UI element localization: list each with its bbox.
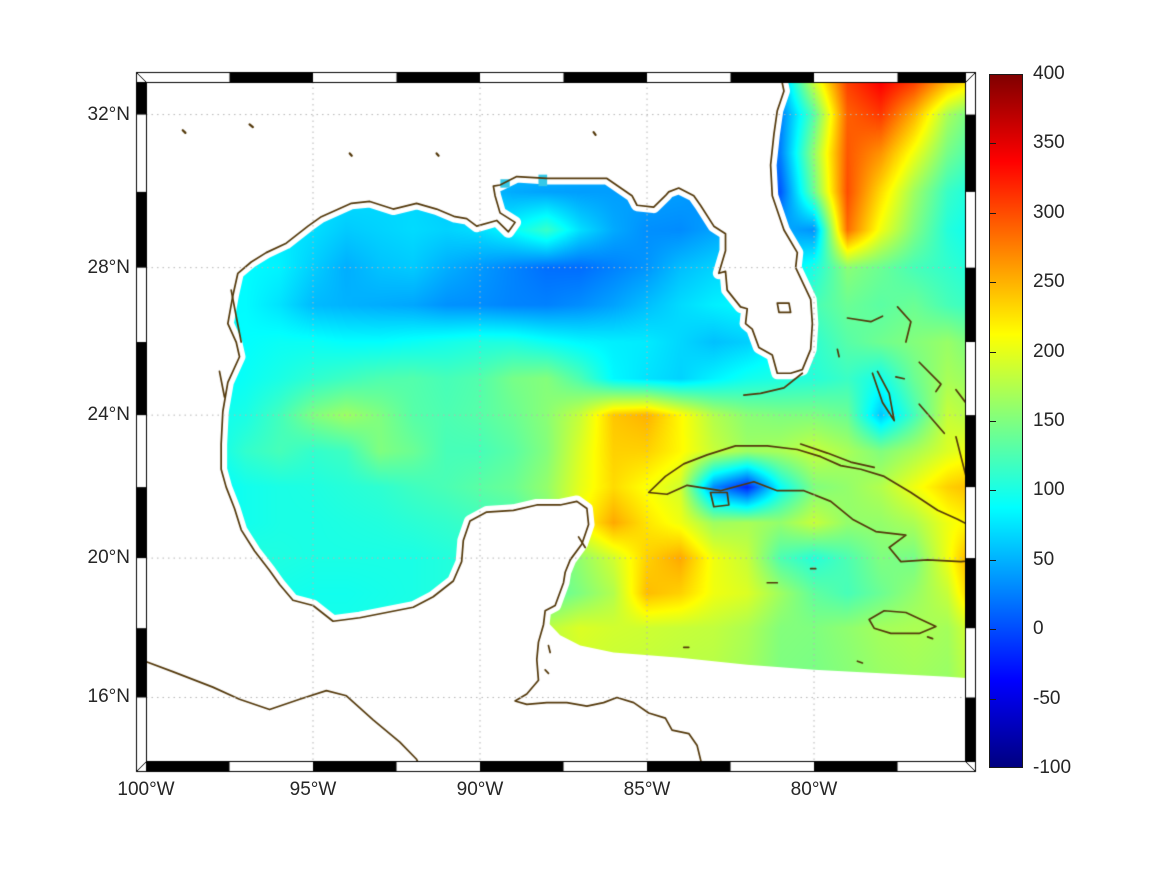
colorbar-tick-label: -50: [1033, 687, 1061, 709]
colorbar-tick-mark: [989, 143, 996, 145]
colorbar-tick-mark: [989, 490, 996, 492]
colorbar-tick-label: 350: [1033, 132, 1065, 154]
x-tick-label: 80°W: [790, 779, 838, 800]
colorbar-tick-mark: [989, 212, 996, 214]
y-tick-label: 16°N: [87, 686, 130, 708]
x-tick-label: 100°W: [117, 779, 175, 800]
y-tick-label: 28°N: [87, 256, 130, 278]
colorbar-tick-mark: [989, 629, 996, 631]
colorbar-tick-label: 50: [1033, 548, 1055, 570]
colorbar-tick-label: 150: [1033, 410, 1065, 431]
colorbar-tick-label: 0: [1033, 618, 1044, 640]
x-tick-label: 95°W: [289, 779, 337, 800]
colorbar-tick-label: 100: [1033, 479, 1065, 501]
colorbar-tick-label: 300: [1033, 201, 1065, 223]
colorbar-tick-label: 200: [1033, 340, 1065, 362]
y-tick-label: 32°N: [87, 103, 130, 125]
x-tick-label: 85°W: [623, 779, 671, 800]
colorbar-tick-mark: [989, 698, 996, 700]
colorbar-tick-mark: [989, 421, 996, 422]
colorbar-tick-label: 400: [1033, 63, 1065, 84]
colorbar-tick-mark: [989, 351, 996, 353]
x-tick-label: 90°W: [456, 779, 504, 800]
colorbar-tick-mark: [989, 559, 996, 561]
colorbar-tick-mark: [989, 282, 996, 284]
y-tick-label: 24°N: [87, 404, 130, 426]
y-tick-label: 20°N: [87, 547, 130, 569]
colorbar-tick-label: 250: [1033, 271, 1065, 293]
colorbar-tick-label: -100: [1033, 757, 1072, 778]
